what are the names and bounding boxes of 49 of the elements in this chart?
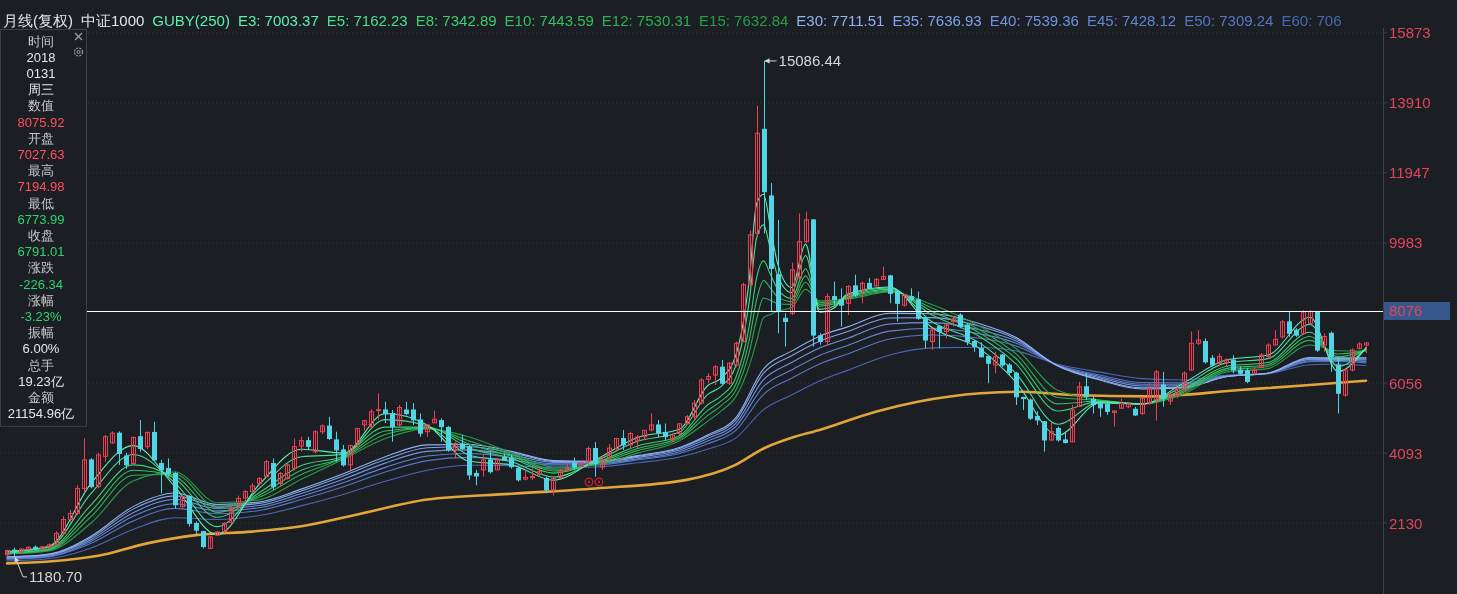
text: E45: 7428.12 bbox=[1086, 11, 1177, 29]
text: E30: 7711.51 bbox=[796, 11, 885, 29]
y-tick-label: 11947 bbox=[1389, 164, 1430, 182]
text: 周三 bbox=[28, 82, 54, 98]
text: E12: 7530.31 bbox=[601, 11, 692, 29]
text: -3.23% bbox=[20, 309, 62, 324]
text: 7027.63 bbox=[17, 147, 65, 162]
text: E10: 7443.59 bbox=[504, 11, 594, 29]
text: 6.00% bbox=[22, 341, 60, 357]
text: E5: 7162.23 bbox=[326, 11, 408, 29]
category-label: 收盘 bbox=[28, 228, 54, 243]
category-label: 数值 bbox=[28, 98, 54, 114]
text: E40: 7539.36 bbox=[989, 11, 1079, 29]
annotation: 1180.70 bbox=[29, 568, 83, 586]
text: E50: 7309.24 bbox=[1184, 11, 1274, 29]
category-label: 最低 bbox=[28, 195, 54, 211]
legend-title: GUBY(250) bbox=[152, 11, 230, 29]
chart-subtitle: 月线(复权) bbox=[3, 11, 73, 29]
category-label: 总手 bbox=[27, 357, 54, 373]
text: 19.23亿 bbox=[18, 373, 64, 389]
category-label: 开盘 bbox=[28, 130, 54, 146]
y-tick-label: 9983 bbox=[1389, 234, 1423, 252]
text: E3: 7003.37 bbox=[237, 11, 319, 29]
category-label: 振幅 bbox=[28, 325, 54, 341]
category-label: 涨跌 bbox=[28, 260, 54, 276]
text: 0131 bbox=[26, 66, 56, 81]
annotation: 15086.44 bbox=[778, 52, 842, 70]
text: 6791.01 bbox=[17, 244, 65, 260]
y-tick-label: 6056 bbox=[1389, 374, 1423, 392]
ref-line-label: 8076 bbox=[1389, 302, 1423, 320]
text: 8075.92 bbox=[17, 114, 65, 130]
text: 21154.96亿 bbox=[7, 406, 75, 422]
text: E35: 7636.93 bbox=[892, 11, 982, 29]
text: E60: 706 bbox=[1281, 11, 1342, 29]
category-label: 时间 bbox=[28, 33, 54, 49]
text: 2018 bbox=[26, 49, 56, 65]
y-tick-label: 15873 bbox=[1389, 24, 1431, 42]
text: E8: 7342.89 bbox=[415, 11, 497, 29]
y-tick-label: 13910 bbox=[1389, 94, 1431, 112]
text: -226.34 bbox=[18, 276, 64, 292]
category-label: 金额 bbox=[28, 390, 54, 405]
category-label: 涨幅 bbox=[28, 292, 54, 308]
text: 7194.98 bbox=[17, 179, 65, 195]
y-tick-label: 2130 bbox=[1389, 514, 1423, 532]
y-tick-label: 4093 bbox=[1389, 444, 1423, 462]
text: E15: 7632.84 bbox=[699, 11, 789, 29]
text: 6773.99 bbox=[17, 211, 65, 227]
category-label: 最高 bbox=[28, 163, 54, 179]
chart-title: 中证1000 bbox=[80, 11, 145, 29]
